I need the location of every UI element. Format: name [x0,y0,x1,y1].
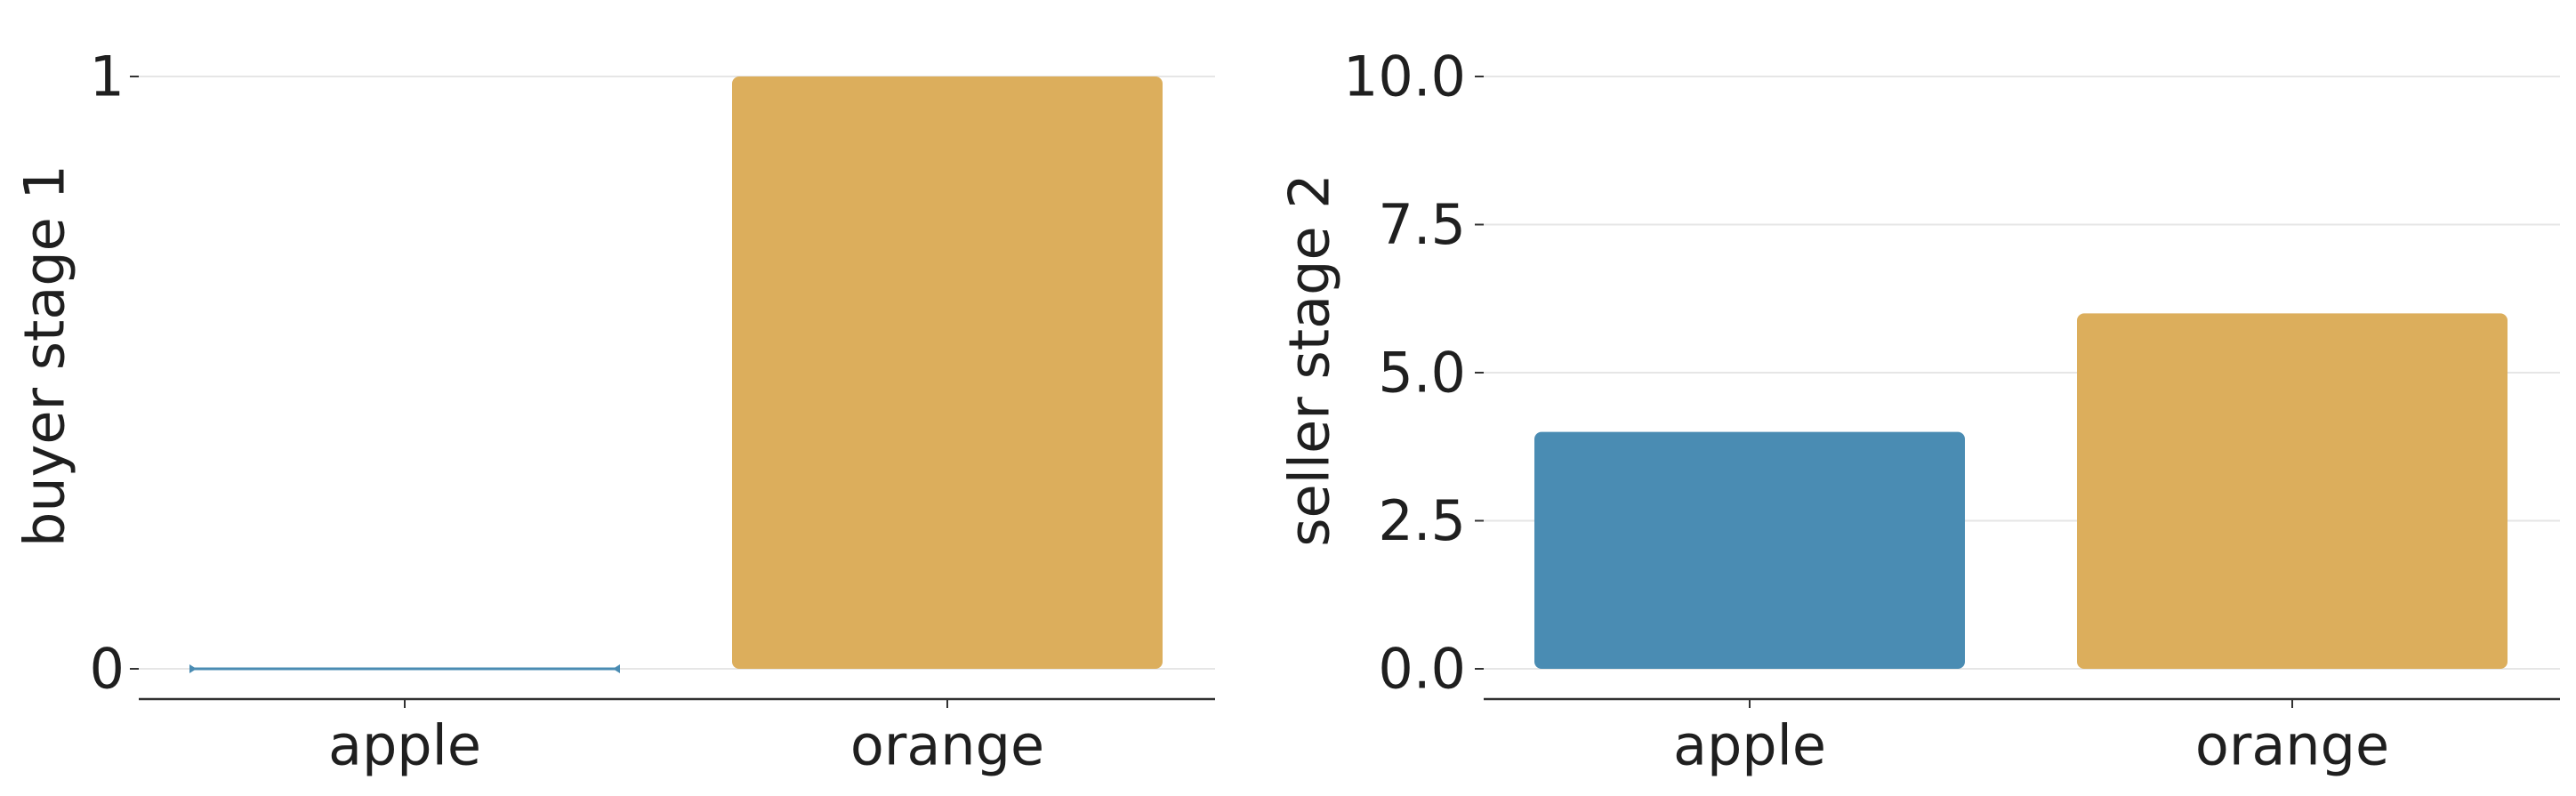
bar-apple [189,664,620,673]
y-tick-label: 0 [90,637,125,702]
y-tick-label: 0.0 [1378,637,1466,702]
x-tick-label-orange: orange [2195,713,2389,778]
y-tick-label: 1 [90,44,125,109]
y-axis-title: seller stage 2 [1277,173,1342,547]
y-tick-label: 10.0 [1343,44,1466,109]
chart-panel-seller: 0.0 2.5 5.0 7.5 10.0 apple orange seller stage … [1277,44,2560,778]
y-tick-label: 2.5 [1378,488,1466,553]
x-tick-label-orange: orange [850,713,1044,778]
y-tick-label: 5.0 [1378,341,1466,406]
chart-panel-buyer: 0 1 apple orange buyer stage 1 [12,44,1215,778]
x-tick-label-apple: apple [1673,713,1826,778]
y-tick-label: 7.5 [1378,192,1466,257]
bar-apple [1534,431,1965,669]
y-axis-title: buyer stage 1 [12,165,77,547]
x-tick-label-apple: apple [328,713,481,778]
bar-orange [732,76,1163,669]
bar-orange [2077,313,2508,669]
